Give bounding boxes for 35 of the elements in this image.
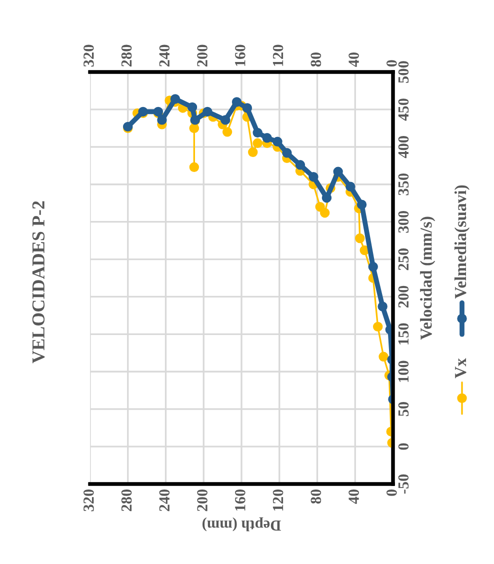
x-tick-label: 80: [310, 52, 322, 67]
text: Vx: [455, 358, 466, 378]
x-tick-label: 120: [272, 44, 284, 66]
y-tick-label: -50: [398, 474, 409, 494]
x-axis-title: Depth (mm): [202, 517, 281, 532]
y-tick-label: 500: [398, 61, 409, 83]
y-tick-label: 350: [398, 173, 409, 196]
text: Velmedia(suavi): [454, 185, 470, 299]
x-tick-label: 40: [348, 52, 359, 67]
y-tick-label: 50: [398, 402, 409, 416]
y-axis-title: Velocidad (mm/s): [420, 216, 436, 340]
x-tick-label: 280: [121, 44, 132, 66]
y-tick-label: 150: [398, 323, 409, 344]
text: VELOCIDADES P-2: [32, 201, 45, 364]
y-tick-label: 300: [398, 210, 409, 233]
x-tick-label: 160: [235, 44, 246, 66]
x2-tick-label: 80: [310, 489, 322, 504]
x2-tick-label: 160: [235, 489, 246, 511]
x2-tick-label: 280: [121, 489, 132, 512]
x-tick-label: 0: [386, 60, 397, 67]
x2-tick-label: 0: [386, 489, 397, 496]
y-tick-label: 0: [398, 443, 409, 450]
x2-tick-label: 40: [348, 489, 359, 504]
x-tick-label: 200: [197, 44, 208, 66]
x-tick-label: 240: [159, 44, 170, 66]
y-tick-label: 100: [398, 360, 409, 382]
x2-tick-label: 320: [84, 489, 94, 512]
x2-tick-label: 120: [272, 489, 284, 511]
x2-tick-label: 200: [197, 489, 208, 512]
x2-tick-label: 240: [159, 489, 170, 512]
x-tick-label: 320: [84, 44, 94, 67]
y-tick-label: 250: [398, 248, 409, 270]
y-tick-label: 200: [398, 286, 409, 308]
y-tick-label: 450: [398, 98, 409, 121]
y-tick-label: 400: [398, 136, 409, 158]
